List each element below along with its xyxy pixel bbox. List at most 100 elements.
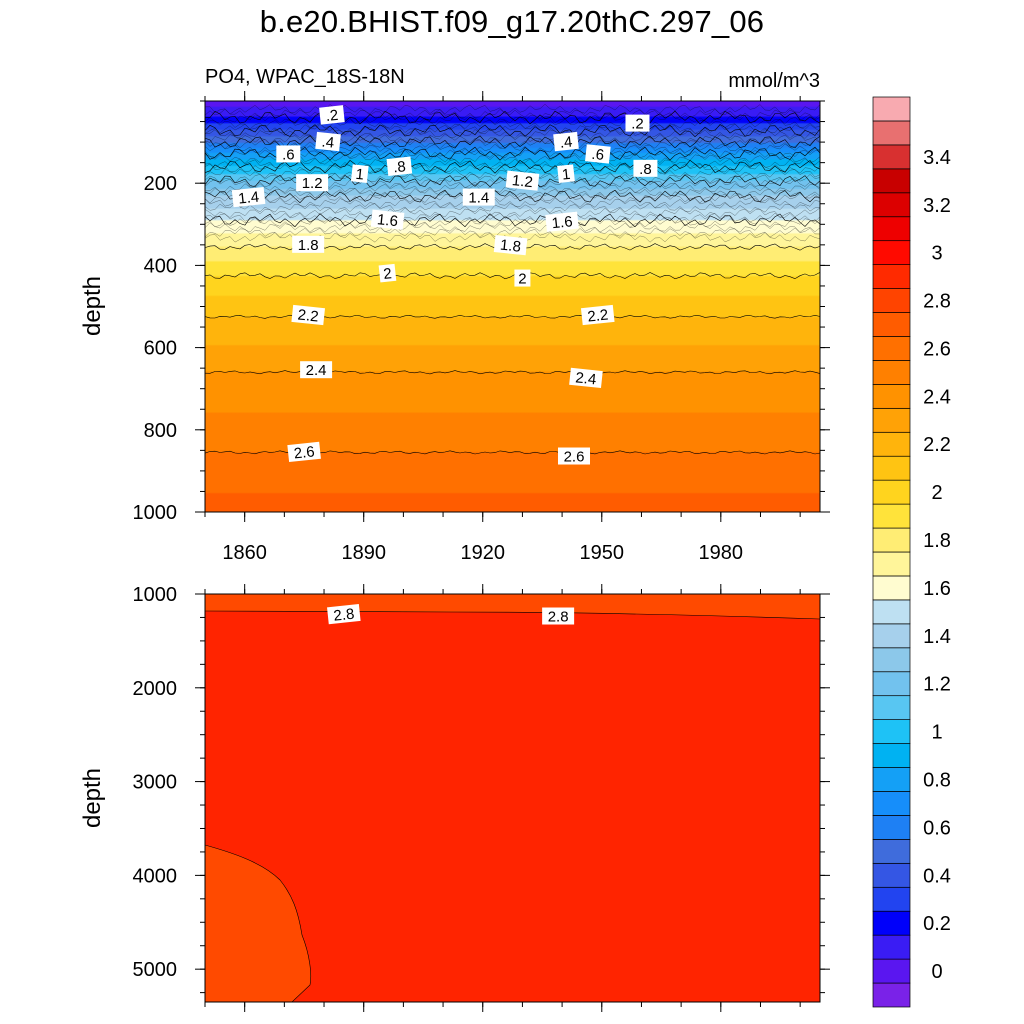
contour-line-minor: [204, 128, 821, 140]
contour-label-text: 2.4: [575, 369, 598, 388]
contour-label: .6: [276, 145, 301, 163]
contour-label-text: 1.2: [302, 175, 323, 192]
contour-label: .2: [625, 114, 650, 133]
contour-label-box: [386, 156, 413, 176]
colorbar-swatch: [872, 862, 911, 888]
contour-label-text: 2.8: [548, 609, 569, 626]
colorbar-tick-label: 2: [931, 482, 942, 504]
contour-line-minor: [204, 153, 821, 164]
contour-line-1.4: [204, 189, 821, 204]
contour-line-minor: [204, 133, 821, 145]
y-tick-label: 1000: [133, 584, 178, 606]
y-tick-label: 4000: [133, 865, 178, 887]
contour-label-box: [276, 145, 301, 163]
y-tick-label: 400: [144, 255, 177, 277]
contour-label-box: [493, 235, 528, 256]
contour-label-text: .4: [321, 133, 335, 151]
contour-label-text: 1.4: [237, 189, 260, 208]
colorbar-swatch: [872, 743, 911, 768]
contour-label: 2.4: [300, 361, 333, 379]
contour-label: .4: [553, 131, 579, 152]
contour-line-0.6: [204, 135, 821, 149]
colorbar-swatch: [872, 982, 911, 1008]
contour-label: .8: [386, 156, 413, 176]
colorbar-swatch: [872, 312, 911, 337]
contour-label-text: 1.4: [468, 190, 489, 207]
colorbar-tick-label: 0.4: [923, 865, 951, 887]
colorbar-tick-label: 1.4: [923, 626, 951, 648]
colorbar-tick-label: 2.2: [923, 434, 951, 456]
contour-line-minor: [204, 138, 821, 149]
y-tick-label: 2000: [133, 678, 178, 700]
colorbar-swatch: [872, 144, 911, 170]
colorbar-swatch: [872, 886, 911, 912]
contour-label-text: .8: [639, 161, 652, 178]
colorbar-swatch: [872, 240, 911, 265]
contour-line-minor: [204, 227, 821, 238]
bottom-deep-region: [204, 844, 312, 1003]
contour-label: 2: [514, 269, 531, 288]
colorbar-swatch: [872, 839, 911, 864]
contour-label-box: [505, 170, 540, 191]
contour-label-text: .2: [325, 107, 339, 125]
colorbar-swatch: [872, 336, 911, 361]
x-tick-label: 1980: [699, 542, 744, 564]
contour-line-minor: [204, 207, 821, 219]
contour-line-minor: [204, 212, 821, 223]
y-tick-label: 200: [144, 173, 177, 195]
contour-label-box: [370, 209, 405, 230]
contour-line-minor: [204, 118, 821, 130]
colorbar-swatch: [872, 360, 911, 385]
contour-label-text: 1.8: [499, 237, 522, 256]
colorbar-swatch: [872, 791, 911, 816]
contour-label-text: 2.2: [297, 306, 320, 325]
colorbar-swatch: [872, 96, 911, 122]
contour-label: 1.4: [231, 186, 266, 208]
contour-label-text: 2.6: [293, 443, 316, 462]
contour-label-box: [287, 441, 321, 463]
contour-line-minor: [204, 163, 821, 174]
contour-label-text: 2.4: [306, 362, 327, 379]
contour-label-box: [231, 186, 266, 208]
contour-line-minor: [204, 197, 821, 209]
contour-label-box: [625, 114, 650, 132]
contour-line-0.2: [205, 110, 821, 125]
contour-line-minor: [204, 222, 821, 233]
bottom-upper-band: [205, 594, 820, 619]
colorbar-swatch: [872, 958, 911, 984]
y-tick-label: 600: [144, 338, 177, 360]
colorbar-tick-label: 0.8: [923, 770, 951, 792]
x-tick-label: 1950: [580, 542, 625, 564]
contour-label-box: [462, 188, 495, 206]
contour-line-0.8: [204, 146, 821, 161]
contour-label-text: 1: [561, 166, 571, 184]
bottom-y-axis-label: depth: [79, 768, 106, 828]
contour-label-text: 1: [355, 166, 365, 184]
contour-label: .8: [633, 159, 658, 178]
colorbar-tick-label: 3.4: [923, 147, 951, 169]
colorbar-swatch: [872, 599, 911, 625]
x-tick-label: 1920: [460, 542, 505, 564]
colorbar-swatch: [872, 934, 911, 960]
bottom-contour-2.8: [204, 610, 821, 620]
contour-label-box: [585, 144, 611, 164]
colorbar-swatch: [872, 431, 911, 457]
colorbar-tick-label: 0.6: [923, 817, 951, 839]
contour-label: 1: [350, 164, 369, 184]
contour-label-text: .4: [559, 133, 573, 151]
colorbar-tick-label: 3: [931, 243, 942, 265]
contour-line-minor: [204, 113, 821, 125]
top-panel: .2 .2 .4 .4 .6 .6 .8 .8 1 1 1.2 1.2 1.4 1.4 1.6 1.6 1.8 1…: [79, 66, 830, 564]
x-tick-label: 1860: [222, 542, 267, 564]
y-tick-label: 5000: [133, 959, 178, 981]
colorbar-swatch: [872, 647, 911, 673]
contour-label-box: [542, 607, 575, 625]
top-y-axis-label: depth: [79, 276, 106, 336]
contour-label-box: [378, 263, 397, 283]
contour-label-text: 1.6: [551, 213, 574, 232]
colorbar-swatch: [872, 910, 911, 936]
contour-line-2: [204, 272, 821, 280]
x-tick-label: 1890: [341, 542, 386, 564]
figure-title: b.e20.BHIST.f09_g17.20thC.297_06: [259, 4, 765, 39]
